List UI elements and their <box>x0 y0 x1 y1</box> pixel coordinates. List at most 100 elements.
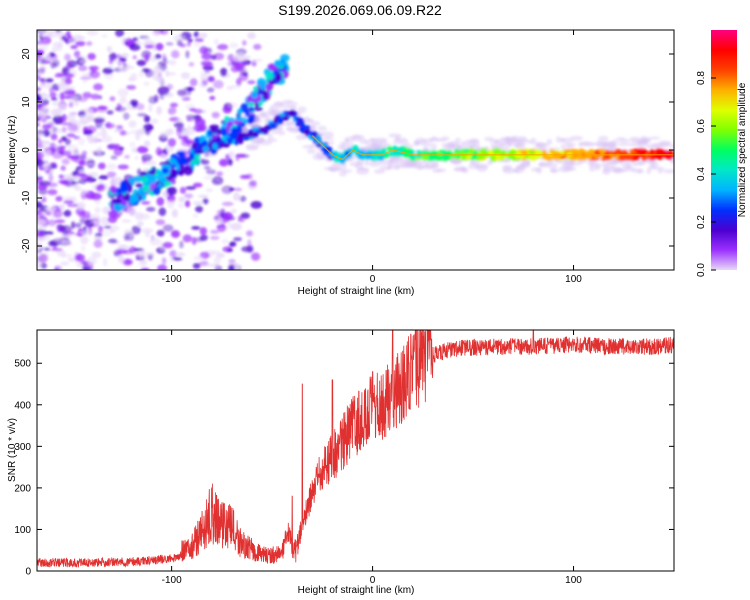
spectrogram-noise-blob <box>171 208 179 218</box>
spectrogram-ytick-label: 0 <box>21 147 32 153</box>
spectrogram-ridge-blob <box>124 192 131 202</box>
spectrogram-trace-blob <box>308 131 317 136</box>
spectrogram-noise-blob <box>37 129 45 135</box>
spectrogram-trace-blob <box>212 142 218 149</box>
spectrogram-ridge-blob <box>152 186 161 196</box>
spectrogram-noise-blob <box>230 65 240 73</box>
spectrogram-noise-blob <box>221 201 234 207</box>
spectrogram-xtick-label: 0 <box>370 274 376 285</box>
spectrogram-trace-blob <box>398 152 405 157</box>
spectrogram-noise-blob <box>37 237 46 242</box>
spectrogram-noise-blob <box>155 43 164 51</box>
spectrogram-noise-blob <box>63 73 75 78</box>
spectrogram-noise-blob <box>176 39 183 47</box>
spectrogram-noise-blob <box>74 185 82 191</box>
spectrogram-noise-blob <box>51 46 59 52</box>
spectrogram-noise-blob <box>117 164 129 170</box>
spectrogram-noise-blob <box>59 84 70 92</box>
colorbar-tick-label: 0.2 <box>696 215 707 229</box>
colorbar-tick-label: 0.4 <box>696 167 707 181</box>
spectrogram-noise-blob <box>192 213 199 219</box>
spectrogram-trace-blob <box>632 155 640 161</box>
spectrogram-trace-blob <box>528 150 536 155</box>
spectrogram-noise-blob <box>136 146 149 154</box>
spectrogram-noise-blob <box>179 186 187 194</box>
spectrogram-noise-blob <box>185 50 190 59</box>
spectrogram-halo-blob <box>246 145 259 151</box>
spectrogram-noise-blob <box>139 259 148 267</box>
spectrogram-halo-blob <box>386 163 401 170</box>
spectrogram-ridge-blob <box>275 73 282 83</box>
spectrogram-noise-blob <box>176 127 183 137</box>
spectrogram-noise-blob <box>162 241 173 249</box>
spectrogram-halo-blob <box>285 126 300 131</box>
spectrogram-halo-blob <box>429 137 441 142</box>
spectrogram-halo-blob <box>278 127 284 131</box>
spectrogram-noise-blob <box>67 203 79 207</box>
spectrogram-halo-blob <box>344 138 350 145</box>
spectrogram-noise-blob <box>39 78 45 83</box>
spectrogram-halo-blob <box>312 153 325 161</box>
spectrogram-noise-blob <box>193 255 204 261</box>
spectrogram-trace-blob <box>566 151 573 157</box>
spectrogram-noise-blob <box>166 72 177 76</box>
spectrogram-ridge-blob <box>247 101 256 107</box>
spectrogram-noise-blob <box>198 81 208 89</box>
spectrogram-noise-blob <box>52 150 64 159</box>
spectrogram-noise-blob <box>98 175 109 180</box>
spectrogram-noise-blob <box>128 120 137 128</box>
spectrogram-noise-blob <box>202 65 214 71</box>
spectrogram-halo-blob <box>487 160 494 165</box>
spectrogram-noise-blob <box>212 80 224 89</box>
spectrogram-noise-blob <box>59 91 65 101</box>
spectrogram-trace-blob <box>320 147 326 152</box>
spectrogram-halo-blob <box>277 130 286 136</box>
spectrogram-noise-blob <box>192 262 201 270</box>
spectrogram-noise-blob <box>154 53 162 59</box>
spectrogram-noise-blob <box>54 87 60 92</box>
spectrogram-ridge-blob <box>113 202 123 212</box>
spectrogram-noise-blob <box>47 219 57 227</box>
spectrogram-halo-blob <box>312 121 321 126</box>
spectrogram-noise-blob <box>43 141 51 145</box>
spectrogram-halo-blob <box>430 162 439 168</box>
spectrogram-noise-blob <box>117 245 130 250</box>
spectrogram-noise-blob <box>226 102 238 109</box>
snr-ytick-label: 400 <box>14 400 31 411</box>
spectrogram-noise-blob <box>107 144 115 150</box>
spectrogram-trace-blob <box>402 147 408 153</box>
spectrogram-noise-blob <box>156 106 162 116</box>
spectrogram-noise-blob <box>145 206 156 212</box>
spectrogram-noise-blob <box>147 254 154 261</box>
spectrogram-noise-blob <box>216 171 224 177</box>
spectrogram-noise-blob <box>239 69 248 75</box>
spectrogram-halo-blob <box>334 167 345 171</box>
spectrogram-halo-blob <box>669 144 674 148</box>
spectrogram-noise-blob <box>159 64 167 72</box>
spectrogram-halo-blob <box>399 158 410 162</box>
spectrogram-noise-blob <box>115 30 125 37</box>
spectrogram-halo-blob <box>555 136 562 144</box>
spectrogram-noise-blob <box>242 40 247 46</box>
spectrogram-noise-blob <box>126 232 134 241</box>
spectrogram-noise-blob <box>191 226 201 230</box>
spectrogram-xtick-label: -100 <box>162 274 182 285</box>
spectrogram-ridge-blob <box>265 82 274 91</box>
spectrogram-trace-blob <box>294 116 302 121</box>
spectrogram-noise-blob <box>131 225 142 235</box>
spectrogram-halo-blob <box>530 137 537 145</box>
spectrogram-halo-blob <box>415 137 426 143</box>
spectrogram-noise-blob <box>60 180 70 185</box>
spectrogram-ridge-blob <box>178 169 185 176</box>
spectrogram-noise-blob <box>45 78 54 83</box>
snr-plot-area[interactable] <box>37 330 674 571</box>
spectrogram-noise-blob <box>143 37 152 42</box>
snr-frame <box>36 329 675 572</box>
spectrogram-halo-blob <box>495 140 500 144</box>
spectrogram-trace-blob <box>658 149 664 155</box>
spectrogram-ridge-blob <box>215 128 222 135</box>
spectrogram-noise-blob <box>37 218 48 225</box>
spectrogram-noise-blob <box>89 214 101 219</box>
spectrogram-noise-blob <box>60 261 69 266</box>
spectrogram-noise-blob <box>58 103 67 112</box>
